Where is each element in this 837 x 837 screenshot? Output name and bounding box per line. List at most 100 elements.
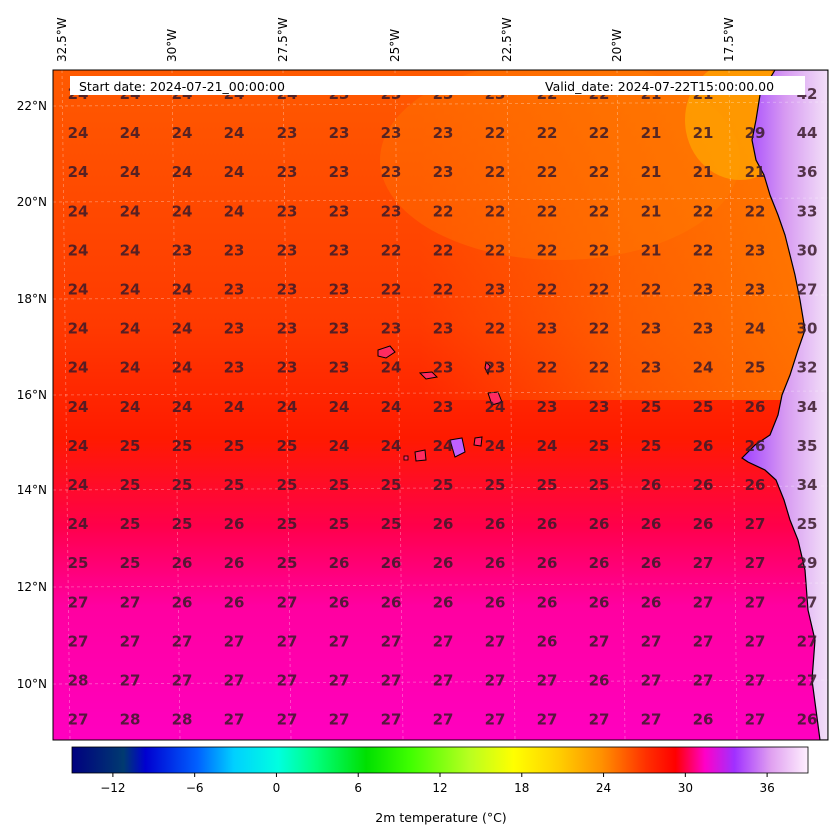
temperature-value: 22 — [589, 241, 610, 259]
temperature-value: 24 — [68, 163, 89, 181]
temperature-value: 24 — [120, 398, 141, 416]
temperature-value: 27 — [537, 672, 558, 690]
colorbar-tick-label: 12 — [432, 781, 447, 795]
temperature-value: 22 — [589, 202, 610, 220]
temperature-value: 22 — [537, 202, 558, 220]
temperature-value: 27 — [120, 632, 141, 650]
temperature-value: 25 — [120, 476, 141, 494]
temperature-value: 27 — [797, 672, 818, 690]
colorbar-tick-label: 6 — [354, 781, 362, 795]
temperature-value: 27 — [745, 672, 766, 690]
meridian-line — [506, 70, 516, 740]
temperature-value: 22 — [381, 281, 402, 299]
temperature-value: 36 — [797, 163, 818, 181]
temperature-value: 27 — [277, 632, 298, 650]
island-maio — [473, 436, 483, 447]
lat-label: 10°N — [17, 677, 47, 691]
temperature-value: 27 — [693, 632, 714, 650]
temperature-value: 23 — [381, 163, 402, 181]
island-sal — [484, 360, 491, 376]
start-date-text: Start date: 2024-07-21_00:00:00 — [79, 79, 285, 94]
temperature-value: 23 — [381, 124, 402, 142]
temperature-value: 24 — [485, 437, 506, 455]
temperature-value: 22 — [745, 202, 766, 220]
temperature-value: 23 — [277, 163, 298, 181]
temperature-value: 23 — [172, 241, 193, 259]
temperature-value: 27 — [277, 711, 298, 729]
temperature-value: 35 — [797, 437, 818, 455]
temperature-value: 25 — [277, 515, 298, 533]
temperature-value: 22 — [485, 163, 506, 181]
temperature-value: 26 — [641, 476, 662, 494]
temperature-value: 24 — [68, 515, 89, 533]
temperature-value: 23 — [433, 398, 454, 416]
temperature-value: 24 — [120, 202, 141, 220]
temperature-value: 25 — [589, 437, 610, 455]
temperature-value: 26 — [589, 554, 610, 572]
temperature-value: 25 — [172, 476, 193, 494]
temperature-value: 26 — [537, 515, 558, 533]
temperature-value: 24 — [68, 202, 89, 220]
temperature-value: 28 — [120, 711, 141, 729]
temperature-value: 27 — [641, 711, 662, 729]
temperature-value: 25 — [797, 515, 818, 533]
temperature-value: 27 — [745, 554, 766, 572]
meridian-line — [394, 70, 404, 740]
temperature-value: 23 — [641, 359, 662, 377]
colorbar-tick-label: −12 — [100, 781, 125, 795]
temperature-value: 22 — [537, 241, 558, 259]
temperature-value: 27 — [224, 632, 245, 650]
island-santo-antao — [377, 345, 396, 359]
temperature-value: 26 — [693, 711, 714, 729]
colorbar-label: 2m temperature (°C) — [375, 810, 506, 825]
temperature-value: 27 — [172, 632, 193, 650]
temperature-value: 27 — [797, 281, 818, 299]
island-fogo — [414, 449, 427, 462]
temperature-value: 23 — [329, 163, 350, 181]
temperature-value: 22 — [641, 281, 662, 299]
temperature-value: 27 — [745, 711, 766, 729]
temperature-value: 25 — [120, 554, 141, 572]
temperature-value: 26 — [329, 554, 350, 572]
temperature-value: 23 — [433, 124, 454, 142]
temperature-value: 27 — [589, 711, 610, 729]
temperature-value: 26 — [172, 593, 193, 611]
temperature-value: 22 — [589, 320, 610, 338]
temperature-value: 23 — [485, 281, 506, 299]
longitude-labels: 32.5°W 30°W 27.5°W 25°W 22.5°W 20°W 17.5°W — [55, 17, 736, 62]
temperature-value: 23 — [433, 359, 454, 377]
temperature-value: 27 — [641, 672, 662, 690]
temperature-value: 27 — [381, 672, 402, 690]
temperature-value: 27 — [329, 672, 350, 690]
temperature-value: 26 — [693, 476, 714, 494]
temperature-value: 24 — [329, 398, 350, 416]
temperature-value: 30 — [797, 320, 818, 338]
temperature-value: 34 — [797, 398, 818, 416]
temperature-value: 24 — [172, 359, 193, 377]
temperature-value: 24 — [172, 281, 193, 299]
temperature-value: 23 — [224, 241, 245, 259]
temperature-value: 24 — [172, 398, 193, 416]
temperature-value: 23 — [537, 320, 558, 338]
temperature-value: 27 — [120, 593, 141, 611]
temperature-value: 23 — [329, 124, 350, 142]
meridian-line — [728, 70, 738, 740]
temperature-value: 23 — [224, 359, 245, 377]
temperature-value: 25 — [589, 476, 610, 494]
lon-label: 30°W — [165, 29, 179, 62]
lat-label: 16°N — [17, 388, 47, 402]
temperature-value: 23 — [329, 202, 350, 220]
temperature-value: 34 — [797, 476, 818, 494]
temperature-value: 22 — [485, 202, 506, 220]
temperature-value: 44 — [797, 124, 818, 142]
temperature-value: 27 — [277, 672, 298, 690]
temperature-value: 33 — [797, 202, 818, 220]
temperature-value: 26 — [537, 593, 558, 611]
temperature-value: 24 — [224, 398, 245, 416]
lat-label: 18°N — [17, 292, 47, 306]
temperature-value: 24 — [224, 202, 245, 220]
temperature-value: 24 — [172, 124, 193, 142]
colorbar-tick-label: 18 — [514, 781, 529, 795]
temperature-value: 27 — [745, 593, 766, 611]
